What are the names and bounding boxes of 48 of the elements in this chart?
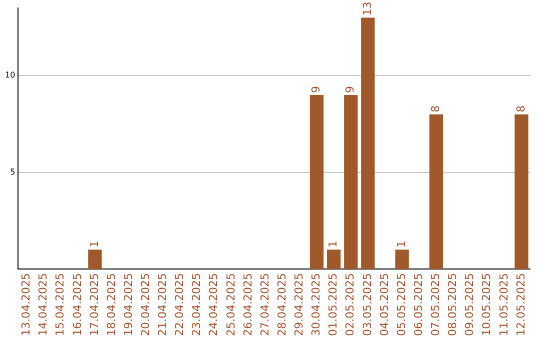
bar [88,250,102,270]
x-tick-label: 26.04.2025 [241,273,254,336]
x-tick-label: 01.05.2025 [326,273,340,336]
data-label: 9 [310,86,323,94]
x-tick-label: 20.04.2025 [138,273,152,336]
data-label: 1 [326,240,340,248]
data-label: 13 [360,2,374,16]
x-tick-label: 17.04.2025 [88,273,101,336]
bar [395,250,409,270]
y-tick-label: 5 [10,167,16,176]
x-tick-label: 23.04.2025 [190,273,204,336]
bar [361,18,375,270]
x-tick-label: 28.04.2025 [275,273,288,336]
x-tick-label: 08.05.2025 [446,273,460,336]
data-label: 8 [514,105,528,112]
bar [326,250,341,270]
x-tick-label: 07.05.2025 [429,273,442,336]
data-label: 1 [394,240,408,248]
x-tick-label: 18.04.2025 [104,273,118,336]
x-tick-label: 04.05.2025 [378,273,391,336]
bar [429,114,443,270]
x-tick-label: 11.05.2025 [497,273,510,336]
bar [514,114,528,270]
x-tick-label: 12.05.2025 [514,273,528,336]
x-tick-label: 14.04.2025 [36,273,50,336]
x-tick-label: 29.04.2025 [292,273,306,336]
bar [344,95,358,270]
x-tick-label: 25.04.2025 [224,273,238,336]
x-tick-label: 21.04.2025 [156,273,170,336]
data-label: 1 [88,240,101,248]
x-tick-label: 19.04.2025 [122,273,135,336]
data-label: 9 [344,86,357,94]
y-tick-label: 10 [4,70,16,80]
x-tick-label: 16.04.2025 [70,273,84,336]
x-tick-label: 06.05.2025 [412,273,425,336]
data-label: 8 [429,105,442,112]
x-tick-label: 22.04.2025 [173,273,186,336]
x-tick-label: 27.04.2025 [258,273,272,336]
x-tick-label: 30.04.2025 [310,273,323,336]
x-tick-label: 10.05.2025 [480,273,494,336]
bar [310,95,324,270]
x-tick-label: 09.05.2025 [463,273,476,336]
x-tick-label: 24.04.2025 [207,273,220,336]
x-tick-label: 15.04.2025 [54,273,67,336]
x-tick-label: 13.04.2025 [20,273,33,336]
x-tick-label: 02.05.2025 [344,273,357,336]
x-tick-label: 03.05.2025 [360,273,374,336]
x-tick-label: 05.05.2025 [394,273,408,336]
